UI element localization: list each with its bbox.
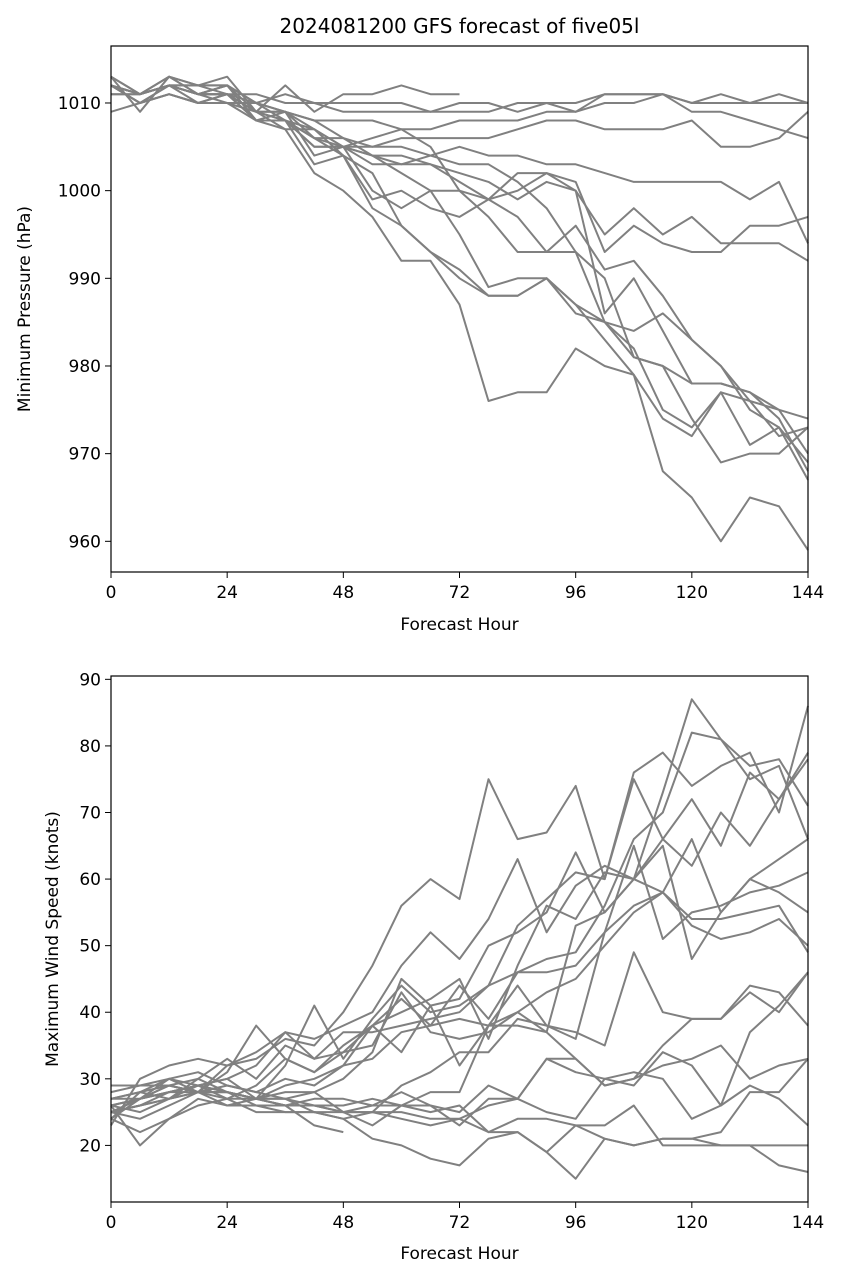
pressure-y-tick-label: 1000 xyxy=(58,182,101,202)
wind-series-line-5 xyxy=(110,1044,809,1127)
pressure-y-tick-label: 1010 xyxy=(58,94,101,114)
pressure-series-line-8 xyxy=(110,84,809,253)
wind-x-tick-label: 96 xyxy=(565,1213,587,1233)
pressure-x-axis-label: Forecast Hour xyxy=(400,615,518,635)
wind-plot-frame xyxy=(110,675,809,1203)
wind-series-line-17 xyxy=(110,752,809,1114)
pressure-ticks: 0 24 48 72 96 120 144 960 970 980 990 1000 1010 xyxy=(58,94,824,603)
pressure-series-group xyxy=(110,75,809,551)
wind-series-line-16 xyxy=(110,705,809,1114)
wind-x-tick-label: 48 xyxy=(333,1213,355,1233)
wind-series-line-13 xyxy=(110,838,809,1100)
wind-series-line-18 xyxy=(110,698,809,1126)
wind-y-tick-label: 80 xyxy=(79,737,101,757)
wind-y-tick-label: 30 xyxy=(79,1070,101,1090)
wind-series-line-19 xyxy=(110,731,809,1120)
wind-x-tick-label: 120 xyxy=(676,1213,708,1233)
wind-y-axis-label: Maximum Wind Speed (knots) xyxy=(43,811,63,1067)
wind-series-line-10 xyxy=(110,891,809,1120)
chart-title: 2024081200 GFS forecast of five05l xyxy=(280,14,640,38)
wind-x-tick-label: 24 xyxy=(216,1213,238,1233)
wind-y-tick-label: 20 xyxy=(79,1136,101,1156)
wind-ticks: 0 24 48 72 96 120 144 20 30 40 50 60 70 80 90 xyxy=(79,670,824,1233)
pressure-x-tick-label: 120 xyxy=(676,583,708,603)
pressure-y-tick-label: 970 xyxy=(69,445,101,465)
pressure-panel: 2024081200 GFS forecast of five05l Forec… xyxy=(15,14,824,635)
pressure-x-tick-label: 72 xyxy=(449,583,471,603)
pressure-series-line-10 xyxy=(110,84,809,464)
wind-y-tick-label: 90 xyxy=(79,670,101,690)
wind-y-tick-label: 50 xyxy=(79,937,101,957)
pressure-y-axis-label: Minimum Pressure (hPa) xyxy=(15,206,35,412)
wind-series-group xyxy=(110,698,809,1180)
pressure-series-line-14 xyxy=(110,84,809,551)
pressure-x-tick-label: 144 xyxy=(792,583,824,603)
wind-series-line-15 xyxy=(110,758,809,1100)
wind-panel: Forecast Hour Maximum Wind Speed (knots)… xyxy=(43,670,824,1264)
wind-x-tick-label: 72 xyxy=(449,1213,471,1233)
pressure-x-tick-label: 0 xyxy=(106,583,117,603)
pressure-x-tick-label: 48 xyxy=(333,583,355,603)
wind-y-tick-label: 60 xyxy=(79,870,101,890)
pressure-y-tick-label: 960 xyxy=(69,532,101,552)
wind-series-line-14 xyxy=(110,838,809,1114)
wind-x-tick-label: 0 xyxy=(106,1213,117,1233)
wind-y-tick-label: 40 xyxy=(79,1003,101,1023)
pressure-plot-frame xyxy=(110,45,809,573)
pressure-series-line-9 xyxy=(110,75,809,455)
wind-x-axis-label: Forecast Hour xyxy=(400,1244,518,1264)
pressure-y-tick-label: 990 xyxy=(69,269,101,289)
wind-y-tick-label: 70 xyxy=(79,803,101,823)
pressure-x-tick-label: 24 xyxy=(216,583,238,603)
pressure-series-line-16 xyxy=(110,84,809,464)
pressure-y-tick-label: 980 xyxy=(69,357,101,377)
pressure-series-line-15 xyxy=(110,84,809,481)
wind-x-tick-label: 144 xyxy=(792,1213,824,1233)
pressure-x-tick-label: 96 xyxy=(565,583,587,603)
